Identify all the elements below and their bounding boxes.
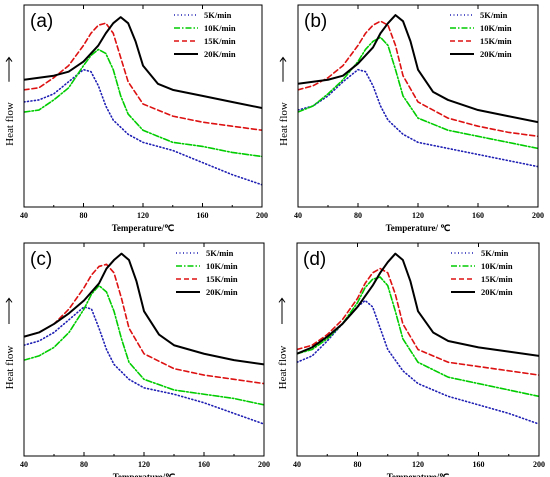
y-axis-title: Heat flow <box>277 346 289 390</box>
x-tick-label: 200 <box>256 211 268 220</box>
y-axis-arrow-head <box>5 56 13 62</box>
x-axis-title: Temperature/℃ <box>112 223 175 233</box>
series-line-5k-min <box>24 306 264 425</box>
x-tick-label: 40 <box>293 460 301 469</box>
legend-label: 15K/min <box>206 274 238 284</box>
legend-label: 20K/min <box>204 49 236 59</box>
legend-label: 10K/min <box>206 261 238 271</box>
y-axis-title: Heat flow <box>4 346 16 390</box>
series-line-20k-min <box>298 14 538 124</box>
legend-label: 5K/min <box>206 248 234 258</box>
x-tick-label: 200 <box>533 460 545 469</box>
series-line-15k-min <box>298 20 538 138</box>
legend-label: 5K/min <box>481 248 509 258</box>
panel-a: 40 80 120 160 200 Temperature/℃ Heat flow (a) 5K… <box>4 4 268 233</box>
legend-label: 20K/min <box>480 49 512 59</box>
series-line-5k-min <box>24 68 262 186</box>
x-tick-label: 120 <box>138 460 150 469</box>
series-line-20k-min <box>24 16 262 110</box>
x-tick-label: 160 <box>472 211 484 220</box>
series-line-20k-min <box>24 252 264 366</box>
x-axis-title: Temperature/℃ <box>387 472 450 477</box>
series-line-5k-min <box>297 299 539 425</box>
legend-label: 15K/min <box>204 36 236 46</box>
x-axis-title: Temperature/ ℃ <box>386 223 451 233</box>
panel-letter: (c) <box>30 249 52 270</box>
legend-label: 10K/min <box>480 23 512 33</box>
legend-label: 20K/min <box>206 287 238 297</box>
series-group <box>298 14 538 168</box>
series-group <box>297 252 539 425</box>
x-tick-label: 80 <box>354 460 362 469</box>
x-tick-label: 160 <box>198 460 210 469</box>
y-axis-arrow-head <box>279 56 287 62</box>
legend-label: 10K/min <box>481 261 513 271</box>
series-line-10k-min <box>297 276 539 398</box>
x-tick-label: 40 <box>294 211 302 220</box>
series-line-10k-min <box>24 48 262 158</box>
x-tick-label: 120 <box>412 211 424 220</box>
x-tick-label: 120 <box>412 460 424 469</box>
series-line-20k-min <box>297 252 539 357</box>
x-tick-label: 160 <box>473 460 485 469</box>
x-tick-label: 80 <box>80 211 88 220</box>
series-group <box>24 16 262 186</box>
y-axis-title: Heat flow <box>278 102 290 146</box>
legend-label: 5K/min <box>480 10 508 20</box>
x-tick-label: 200 <box>258 460 270 469</box>
panel-b: 40 80 120 160 200 Temperature/ ℃ Heat flow (b) 5… <box>278 4 544 233</box>
panel-letter: (b) <box>304 11 327 32</box>
legend-label: 20K/min <box>481 287 513 297</box>
legend-label: 15K/min <box>480 36 512 46</box>
series-line-5k-min <box>298 68 538 168</box>
series-line-15k-min <box>24 263 264 385</box>
legend-label: 5K/min <box>204 10 232 20</box>
legend-label: 15K/min <box>481 274 513 284</box>
x-tick-label: 40 <box>20 211 28 220</box>
x-tick-label: 80 <box>80 460 88 469</box>
panel-letter: (d) <box>303 249 326 270</box>
y-axis-arrow-head <box>5 297 13 303</box>
series-line-10k-min <box>24 284 264 406</box>
panel-letter: (a) <box>30 11 53 32</box>
x-tick-label: 40 <box>20 460 28 469</box>
series-group <box>24 252 264 425</box>
y-axis-arrow-head <box>278 297 286 303</box>
series-line-10k-min <box>298 36 538 150</box>
x-tick-label: 200 <box>532 211 544 220</box>
x-axis-title: Temperature/℃ <box>113 472 176 477</box>
series-line-15k-min <box>297 267 539 376</box>
panel-d: 40 80 120 160 200 Temperature/℃ Heat flow (d) 5K… <box>277 242 545 477</box>
panel-c: 40 80 120 160 200 Temperature/℃ Heat flow (c) 5K… <box>4 242 270 477</box>
y-axis-title: Heat flow <box>4 102 16 146</box>
legend-label: 10K/min <box>204 23 236 33</box>
x-tick-label: 80 <box>354 211 362 220</box>
x-tick-label: 160 <box>197 211 209 220</box>
x-tick-label: 120 <box>137 211 149 220</box>
